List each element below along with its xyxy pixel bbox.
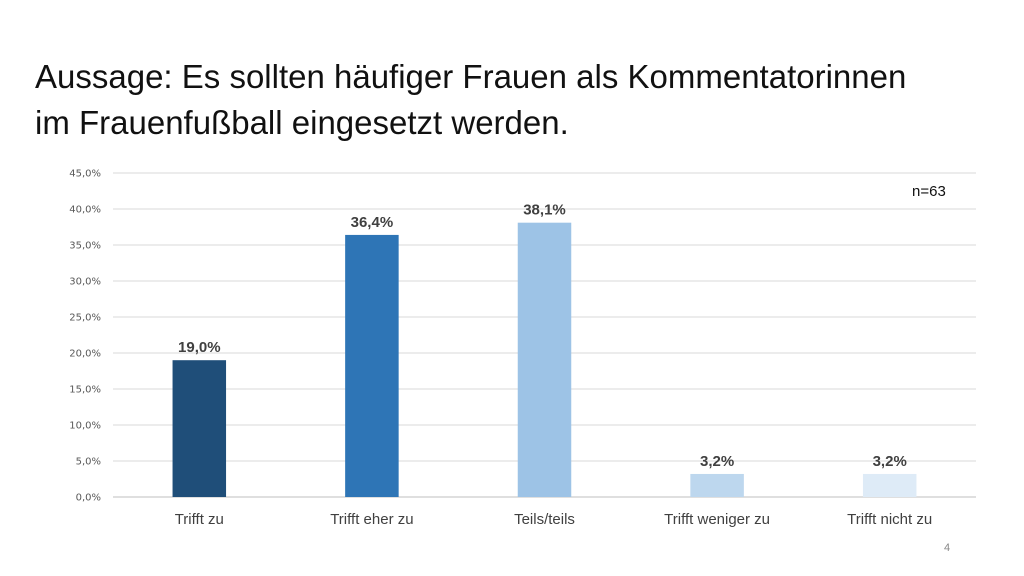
y-tick-label: 25,0% — [69, 313, 101, 324]
y-tick-label: 0,0% — [76, 493, 101, 504]
sample-size-note: n=63 — [912, 183, 946, 200]
category-label: Trifft weniger zu — [664, 511, 770, 528]
bar — [517, 222, 572, 497]
data-label: 3,2% — [873, 453, 907, 470]
bar — [172, 360, 227, 497]
y-tick-label: 20,0% — [69, 349, 101, 360]
y-tick-label: 35,0% — [69, 241, 101, 252]
data-label: 36,4% — [351, 214, 394, 231]
y-tick-label: 10,0% — [69, 421, 101, 432]
y-tick-label: 15,0% — [69, 385, 101, 396]
bar — [690, 473, 744, 497]
slide-title: Aussage: Es sollten häufiger Frauen als … — [35, 54, 995, 146]
category-label: Trifft nicht zu — [847, 511, 932, 528]
page-number: 4 — [944, 542, 951, 554]
y-tick-label: 30,0% — [69, 277, 101, 288]
data-label: 19,0% — [178, 339, 221, 356]
slide-title-line-1: Aussage: Es sollten häufiger Frauen als … — [35, 58, 907, 95]
category-label: Teils/teils — [514, 511, 575, 528]
y-tick-label: 40,0% — [69, 205, 101, 216]
bar — [345, 234, 399, 498]
y-tick-label: 45,0% — [69, 169, 101, 180]
category-label: Trifft eher zu — [330, 511, 413, 528]
slide-title-line-2: im Frauenfußball eingesetzt werden. — [35, 104, 569, 141]
bar — [862, 473, 917, 497]
y-tick-label: 5,0% — [76, 457, 101, 468]
category-label: Trifft zu — [175, 511, 224, 528]
data-label: 38,1% — [523, 202, 566, 219]
data-label: 3,2% — [700, 453, 734, 470]
